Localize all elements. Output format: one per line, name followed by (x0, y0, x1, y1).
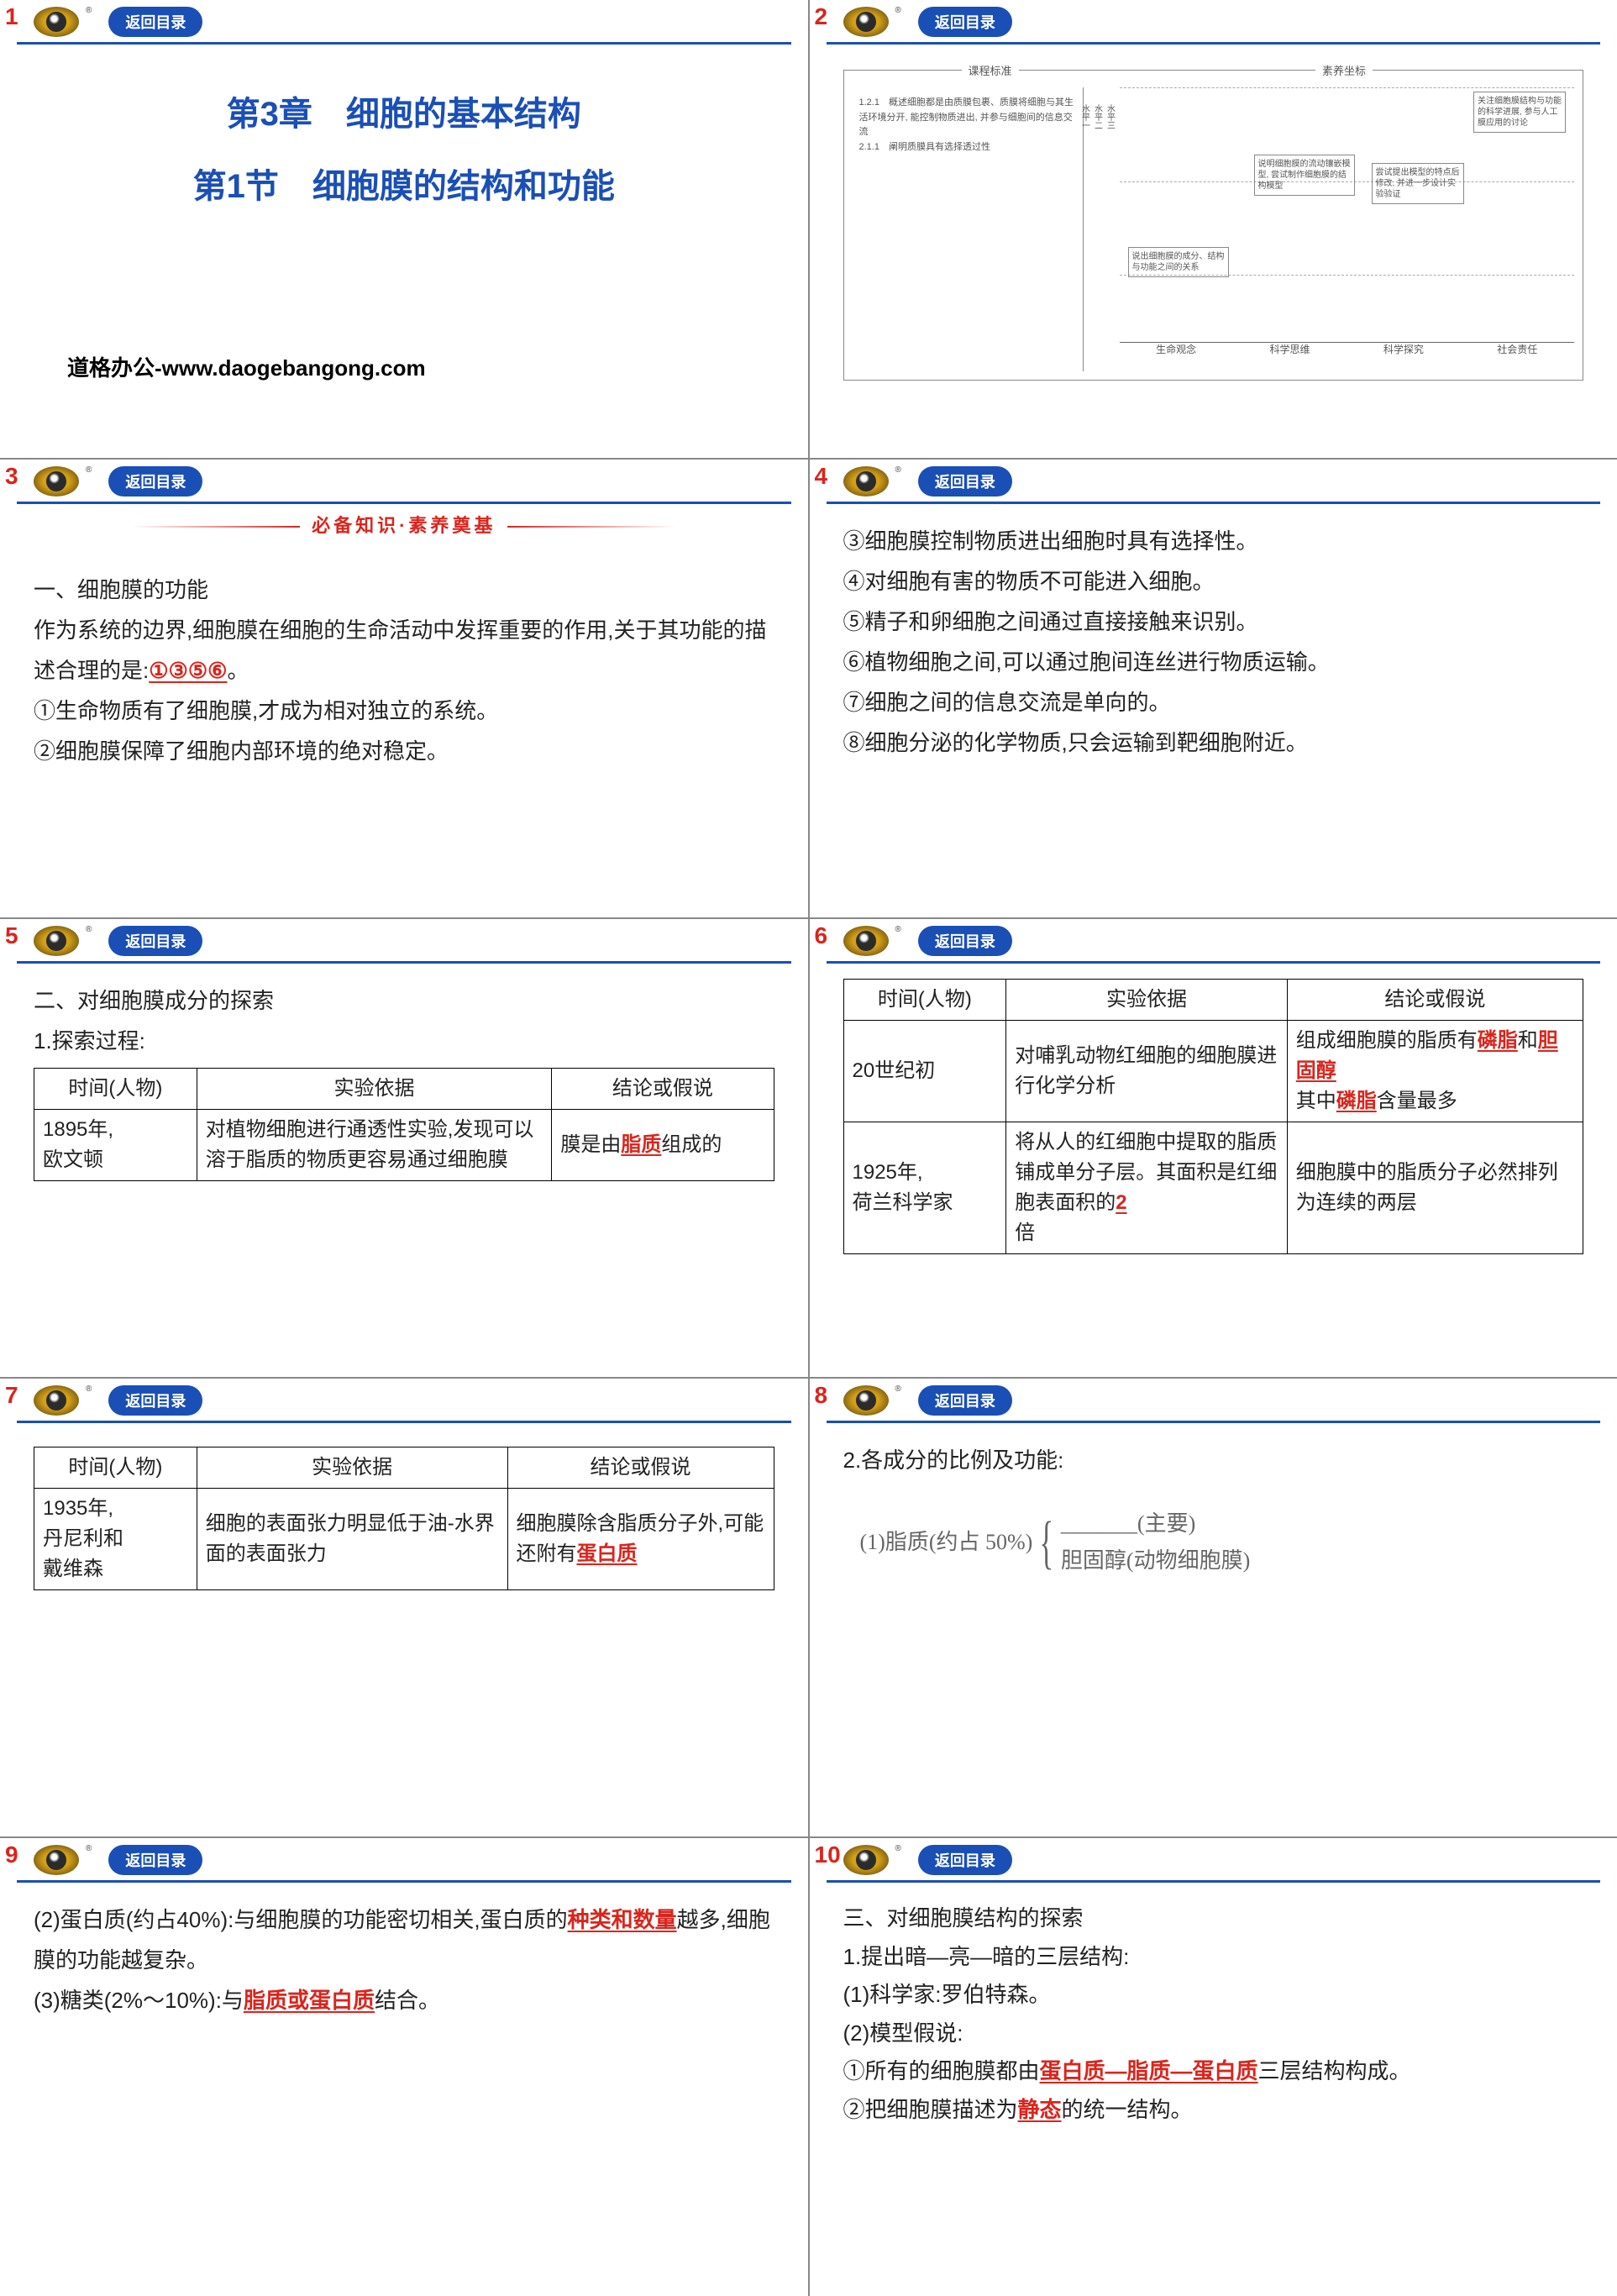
back-button[interactable]: 返回目录 (108, 466, 202, 497)
list-item: ③细胞膜控制物质进出细胞时具有选择性。 (843, 521, 1584, 561)
logo-icon (34, 1385, 79, 1416)
back-button[interactable]: 返回目录 (108, 7, 202, 37)
standards-chart: 课程标准 素养坐标 1.2.1 概述细胞都是由质膜包裹、质膜将细胞与其生活环境分… (843, 70, 1584, 381)
logo-icon (843, 1385, 889, 1416)
slide-10: 10 ® 返回目录 三、对细胞膜结构的探索 1.提出暗—亮—暗的三层结构: (1… (810, 1838, 1617, 2296)
slide-6: 6 ® 返回目录 时间(人物) 实验依据 结论或假说 20世纪初 对哺乳动物红细… (810, 919, 1617, 1377)
heading-1: 二、对细胞膜成分的探索 (34, 980, 774, 1021)
slide-grid: 1 ® 返回目录 第3章 细胞的基本结构 第1节 细胞膜的结构和功能 道格办公-… (0, 0, 1617, 2296)
slide-number: 4 (815, 463, 828, 490)
footer-link: 道格办公-www.daogebangong.com (67, 351, 426, 382)
slide-number: 3 (5, 463, 18, 490)
section-title: 第1节 细胞膜的结构和功能 (0, 159, 808, 208)
slide-9: 9 ® 返回目录 (2)蛋白质(约占40%):与细胞膜的功能密切相关,蛋白质的种… (0, 1838, 808, 2296)
chart-left-text: 1.2.1 概述细胞都是由质膜包裹、质膜将细胞与其生活环境分开, 能控制物质进出… (853, 87, 1084, 371)
paragraph: (1)科学家:罗伯特森。 (843, 1976, 1584, 2015)
paragraph: (2)模型假说: (843, 2015, 1584, 2053)
list-item: ②细胞膜保障了细胞内部环境的绝对稳定。 (34, 731, 774, 771)
table-row: 20世纪初 对哺乳动物红细胞的细胞膜进行化学分析 组成细胞膜的脂质有磷脂和胆固醇… (843, 1021, 1583, 1122)
slide-1: 1 ® 返回目录 第3章 细胞的基本结构 第1节 细胞膜的结构和功能 道格办公-… (0, 0, 808, 458)
back-button[interactable]: 返回目录 (108, 1385, 202, 1416)
answer: 脂质 (621, 1133, 661, 1156)
paragraph: ①所有的细胞膜都由蛋白质—脂质—蛋白质三层结构构成。 (843, 2052, 1584, 2091)
table-row: 1935年, 丹尼利和 戴维森 细胞的表面张力明显低于油-水界面的表面张力 细胞… (34, 1489, 774, 1590)
table-row: 1895年, 欧文顿 对植物细胞进行通透性实验,发现可以溶于脂质的物质更容易通过… (34, 1110, 774, 1181)
table-header: 时间(人物) (34, 1069, 197, 1110)
paragraph: (3)糖类(2%～10%):与脂质或蛋白质结合。 (34, 1980, 774, 2020)
slide-5: 5 ® 返回目录 二、对细胞膜成分的探索 1.探索过程: 时间(人物) 实验依据… (0, 919, 808, 1377)
table-header: 实验依据 (197, 1447, 507, 1489)
exploration-table: 时间(人物) 实验依据 结论或假说 1935年, 丹尼利和 戴维森 细胞的表面张… (34, 1447, 774, 1590)
slide-2: 2 ® 返回目录 课程标准 素养坐标 1.2.1 概述细胞都是由质膜包裹、质膜将… (810, 0, 1617, 458)
heading-2: 2.各成分的比例及功能: (843, 1440, 1584, 1480)
heading-1: 三、对细胞膜结构的探索 (843, 1899, 1584, 1938)
logo-icon (34, 466, 79, 497)
chart-title-right: 素养坐标 (1315, 62, 1373, 78)
logo-icon (843, 466, 889, 497)
exploration-table: 时间(人物) 实验依据 结论或假说 1895年, 欧文顿 对植物细胞进行通透性实… (34, 1068, 774, 1181)
answer: 蛋白质—脂质—蛋白质 (1040, 2058, 1258, 2083)
back-button[interactable]: 返回目录 (918, 1845, 1012, 1875)
back-button[interactable]: 返回目录 (108, 926, 202, 956)
answer: 静态 (1018, 2097, 1062, 2122)
logo-icon (843, 926, 889, 956)
paragraph: 作为系统的边界,细胞膜在细胞的生命活动中发挥重要的作用,关于其功能的描述合理的是… (34, 610, 774, 691)
table-header: 结论或假说 (1287, 980, 1583, 1021)
slide-number: 7 (5, 1382, 18, 1409)
list-item: ④对细胞有害的物质不可能进入细胞。 (843, 561, 1584, 602)
logo-icon (34, 926, 79, 956)
slide-number: 6 (815, 922, 828, 949)
list-item: ⑦细胞之间的信息交流是单向的。 (843, 682, 1584, 722)
logo-icon (34, 1845, 79, 1875)
chart-title-left: 课程标准 (962, 62, 1019, 78)
answer: 脂质或蛋白质 (244, 1988, 375, 2013)
slide-number: 8 (815, 1382, 828, 1409)
section-header: 必备知识·素养奠基 (0, 511, 808, 538)
formula: (1)脂质(约占 50%) { _______(主要) 胆固醇(动物细胞膜) (860, 1505, 1584, 1579)
heading-1: 一、细胞膜的功能 (34, 570, 774, 610)
list-item: ⑤精子和卵细胞之间通过直接接触来识别。 (843, 602, 1584, 642)
slide-number: 2 (815, 3, 828, 30)
slide-3: 3 ® 返回目录 必备知识·素养奠基 一、细胞膜的功能 作为系统的边界,细胞膜在… (0, 460, 808, 917)
logo-icon (34, 7, 79, 37)
slide-4: 4 ® 返回目录 ③细胞膜控制物质进出细胞时具有选择性。 ④对细胞有害的物质不可… (810, 460, 1617, 917)
slide-number: 9 (5, 1842, 18, 1868)
divider (827, 42, 1601, 45)
answer: ①③⑤⑥ (149, 658, 227, 683)
table-header: 结论或假说 (507, 1447, 774, 1489)
paragraph: ②把细胞膜描述为静态的统一结构。 (843, 2091, 1584, 2130)
slide-7: 7 ® 返回目录 时间(人物) 实验依据 结论或假说 1935年, 丹尼利和 戴… (0, 1379, 808, 1836)
chapter-title: 第3章 细胞的基本结构 (0, 87, 808, 135)
logo-icon (843, 7, 889, 37)
divider (17, 502, 791, 504)
logo-icon (843, 1845, 889, 1875)
answer: 蛋白质 (577, 1542, 638, 1565)
paragraph: (2)蛋白质(约占40%):与细胞膜的功能密切相关,蛋白质的种类和数量越多,细胞… (34, 1899, 774, 1980)
slide-number: 5 (5, 922, 18, 949)
answer: 种类和数量 (568, 1907, 677, 1932)
table-row: 1925年, 荷兰科学家 将从人的红细胞中提取的脂质铺成单分子层。其面积是红细胞… (843, 1122, 1583, 1254)
back-button[interactable]: 返回目录 (918, 7, 1012, 37)
heading-2: 1.提出暗—亮—暗的三层结构: (843, 1938, 1584, 1977)
divider (17, 42, 791, 45)
table-header: 时间(人物) (34, 1447, 197, 1489)
list-item: ⑧细胞分泌的化学物质,只会运输到靶细胞附近。 (843, 722, 1584, 763)
list-item: ⑥植物细胞之间,可以通过胞间连丝进行物质运输。 (843, 642, 1584, 682)
reg-mark: ® (86, 6, 92, 15)
back-button[interactable]: 返回目录 (918, 926, 1012, 956)
slide-8: 8 ® 返回目录 2.各成分的比例及功能: (1)脂质(约占 50%) { __… (810, 1379, 1617, 1836)
list-item: ①生命物质有了细胞膜,才成为相对独立的系统。 (34, 691, 774, 731)
back-button[interactable]: 返回目录 (108, 1845, 202, 1875)
table-header: 实验依据 (197, 1069, 552, 1110)
table-header: 实验依据 (1006, 980, 1288, 1021)
back-button[interactable]: 返回目录 (918, 1385, 1012, 1416)
exploration-table: 时间(人物) 实验依据 结论或假说 20世纪初 对哺乳动物红细胞的细胞膜进行化学… (843, 979, 1584, 1254)
heading-2: 1.探索过程: (34, 1021, 774, 1061)
table-header: 时间(人物) (843, 980, 1006, 1021)
back-button[interactable]: 返回目录 (918, 466, 1012, 497)
table-header: 结论或假说 (552, 1069, 774, 1110)
slide-number: 10 (815, 1842, 841, 1868)
slide-number: 1 (5, 3, 18, 30)
